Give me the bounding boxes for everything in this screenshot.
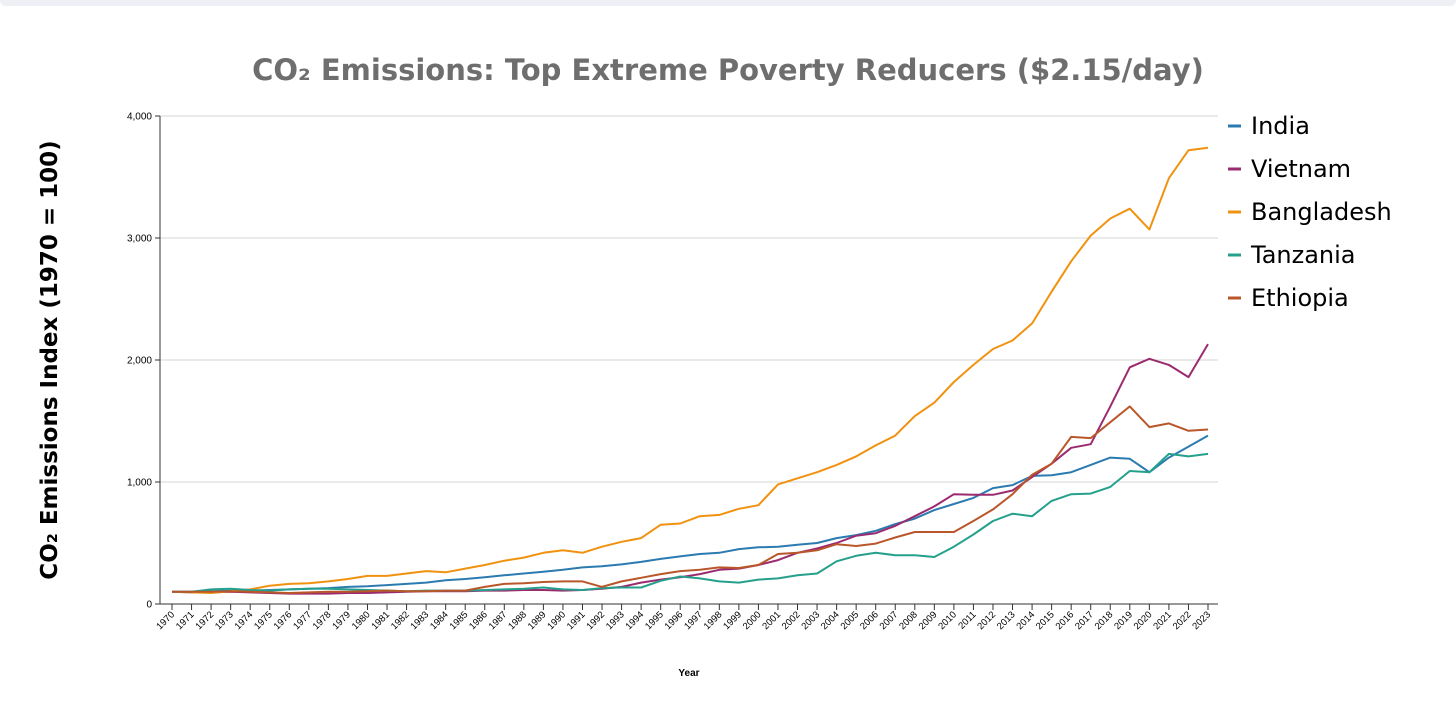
x-tick-label: 1974 [233,609,256,632]
x-tick-label: 2018 [1093,609,1116,632]
top-frame-edge [0,0,1456,6]
x-tick-label: 1988 [506,609,529,632]
legend-label-bangladesh: Bangladesh [1251,198,1392,226]
x-tick-label: 2019 [1112,609,1135,632]
series-line-ethiopia [172,405,1209,594]
x-tick-label: 2007 [878,609,901,632]
y-axis-label: CO₂ Emissions Index (1970 = 100) [37,140,63,579]
x-tick-label: 1997 [682,609,705,632]
x-tick-label: 1994 [624,609,647,632]
series-line-tanzania [172,452,1209,593]
x-tick-label: 1972 [193,609,216,632]
series-lines [171,146,1209,595]
x-tick-label: 2004 [819,609,842,632]
y-tick-label: 0 [146,600,152,611]
x-tick-label: 1975 [252,609,275,632]
x-tick-label: 1984 [428,609,451,632]
x-tick-label: 1999 [721,609,744,632]
legend-label-ethiopia: Ethiopia [1251,284,1349,312]
x-tick-label: 1990 [545,609,568,632]
x-tick-label: 2023 [1190,609,1213,632]
x-tick-label: 1980 [350,609,373,632]
legend: India Vietnam Bangladesh Tanzania Ethiopia [1228,112,1392,312]
x-tick-label: 1973 [213,609,236,632]
axes: 01,0002,0003,0004,0001970197119721973197… [127,112,1218,632]
y-tick-label: 1,000 [127,478,152,489]
y-tick-label: 2,000 [127,356,152,367]
x-tick-label: 2013 [995,609,1018,632]
x-tick-label: 1976 [272,609,295,632]
x-tick-label: 1971 [174,609,197,632]
x-tick-label: 1995 [643,609,666,632]
x-tick-label: 2022 [1171,609,1194,632]
legend-label-vietnam: Vietnam [1251,155,1351,183]
y-tick-label: 4,000 [127,112,152,123]
chart-title: CO₂ Emissions: Top Extreme Poverty Reduc… [252,53,1204,87]
x-tick-label: 1993 [604,609,627,632]
y-tick-label: 3,000 [127,234,152,245]
x-tick-label: 1978 [311,609,334,632]
x-tick-label: 2002 [780,609,803,632]
x-tick-label: 1987 [487,609,510,632]
x-tick-label: 2008 [897,609,920,632]
x-tick-label: 2014 [1014,609,1037,632]
x-tick-label: 1996 [663,609,686,632]
x-tick-label: 1982 [389,609,412,632]
series-line-india [172,434,1209,593]
x-tick-label: 2005 [839,609,862,632]
x-tick-label: 1977 [291,609,314,632]
x-tick-label: 2021 [1151,609,1174,632]
x-tick-label: 2006 [858,609,881,632]
x-tick-label: 2016 [1054,609,1077,632]
legend-label-india: India [1251,112,1310,140]
gridlines [160,115,1218,483]
x-tick-label: 2009 [917,609,940,632]
x-tick-label: 1981 [369,609,392,632]
x-axis-label: Year [678,668,699,679]
x-tick-label: 1992 [584,609,607,632]
legend-label-tanzania: Tanzania [1250,241,1356,269]
series-line-vietnam [171,343,1209,595]
x-tick-label: 2003 [799,609,822,632]
series-line-bangladesh [171,146,1209,594]
x-tick-label: 2015 [1034,609,1057,632]
x-tick-label: 2000 [741,609,764,632]
x-tick-label: 1989 [526,609,549,632]
x-tick-label: 1986 [467,609,490,632]
x-tick-label: 2010 [936,609,959,632]
x-tick-label: 1979 [330,609,353,632]
x-tick-label: 2020 [1132,609,1155,632]
x-tick-label: 2001 [760,609,783,632]
x-tick-label: 1998 [702,609,725,632]
x-tick-label: 1985 [448,609,471,632]
x-tick-label: 2011 [956,609,978,631]
x-tick-label: 2012 [975,609,998,632]
x-tick-label: 2017 [1073,609,1096,632]
x-tick-label: 1991 [565,609,588,632]
x-tick-label: 1983 [409,609,432,632]
x-tick-label: 1970 [154,609,177,632]
